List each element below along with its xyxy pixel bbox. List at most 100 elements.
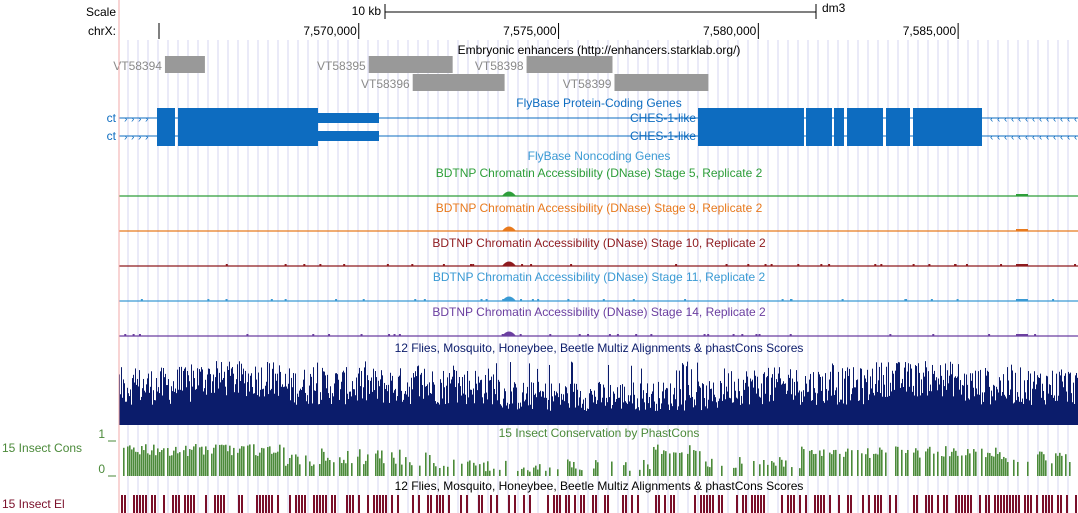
multiz-bar bbox=[573, 391, 574, 425]
protein-coding-track-title[interactable]: FlyBase Protein-Coding Genes bbox=[516, 96, 681, 110]
phastcons-bar bbox=[191, 449, 193, 476]
multiz-bar bbox=[339, 399, 340, 425]
multiz-bar bbox=[219, 372, 220, 425]
dnase-peak bbox=[1016, 194, 1028, 196]
multiz-bar bbox=[204, 388, 205, 425]
multiz-bar bbox=[429, 382, 430, 425]
multiz-signal[interactable] bbox=[119, 361, 1078, 425]
multiz-bar bbox=[572, 362, 573, 425]
phastcons-bar bbox=[279, 444, 281, 476]
multiz-bar bbox=[777, 382, 778, 425]
multiz-bar bbox=[1016, 400, 1017, 425]
phastcons-bar bbox=[313, 464, 315, 476]
conserved-element bbox=[514, 495, 516, 513]
elements-features[interactable] bbox=[121, 495, 1077, 513]
multiz-bar bbox=[545, 383, 546, 425]
gene-left-label-1[interactable]: ct bbox=[107, 111, 117, 125]
multiz-bar bbox=[717, 407, 718, 425]
strand-arrow: ‹ bbox=[1060, 114, 1063, 125]
enhancer-feature[interactable] bbox=[412, 74, 505, 91]
multiz-bar bbox=[1042, 383, 1043, 425]
multiz-bar bbox=[430, 393, 431, 425]
dnase-stage5-title[interactable]: BDTNP Chromatin Accessibility (DNase) St… bbox=[436, 166, 763, 180]
multiz-bar bbox=[233, 373, 234, 425]
multiz-bar bbox=[556, 391, 557, 425]
dnase-stage14-title[interactable]: BDTNP Chromatin Accessibility (DNase) St… bbox=[432, 305, 766, 319]
phastcons-bar bbox=[319, 464, 321, 476]
phastcons-bar bbox=[167, 448, 169, 476]
conserved-element bbox=[508, 495, 510, 513]
phastcons-bar bbox=[735, 467, 737, 476]
multiz-bar bbox=[254, 393, 255, 425]
phastcons-bar bbox=[311, 465, 313, 476]
phastcons-bar bbox=[287, 463, 289, 476]
enhancer-feature[interactable] bbox=[526, 56, 613, 73]
gene-features[interactable]: › › › › ‹ ‹ ‹ ‹ ‹ ‹ ‹ ‹ ‹ ‹ ‹ ‹ ‹› › › › ‹ ‹ ‹ ‹ ‹ ‹ ‹ ‹ ‹ ‹ ‹ ‹ ‹ bbox=[119, 108, 1078, 146]
multiz-bar bbox=[962, 384, 963, 425]
phastcons-signal[interactable] bbox=[123, 444, 1071, 476]
enhancer-feature[interactable] bbox=[614, 74, 709, 91]
phastcons-bar bbox=[1061, 455, 1063, 476]
multiz-bar bbox=[565, 386, 566, 425]
elements-side-label[interactable]: 15 Insect El bbox=[2, 497, 65, 511]
conserved-element bbox=[763, 495, 765, 513]
conserved-element bbox=[799, 495, 801, 513]
conserved-element bbox=[820, 495, 822, 513]
dnase-noise bbox=[502, 299, 505, 301]
multiz-bar bbox=[265, 385, 266, 425]
multiz-bar bbox=[992, 396, 993, 425]
phastcons-bar bbox=[545, 470, 547, 476]
multiz-bar bbox=[858, 400, 859, 425]
dnase-noise bbox=[635, 334, 638, 336]
enhancer-feature[interactable] bbox=[164, 56, 205, 73]
phastcons-bar bbox=[915, 448, 917, 476]
phastcons-track-title[interactable]: 15 Insect Conservation by PhastCons bbox=[499, 426, 700, 440]
elements-track-title[interactable]: 12 Flies, Mosquito, Honeybee, Beetle Mul… bbox=[395, 479, 804, 493]
phastcons-bar bbox=[661, 453, 663, 476]
phastcons-bar bbox=[521, 468, 523, 476]
dnase-stage9-title[interactable]: BDTNP Chromatin Accessibility (DNase) St… bbox=[436, 201, 763, 215]
conserved-element bbox=[133, 495, 135, 513]
multiz-bar bbox=[740, 404, 741, 425]
multiz-bar bbox=[419, 396, 420, 425]
dnase-noise bbox=[880, 264, 883, 266]
multiz-bar bbox=[298, 396, 299, 425]
dnase-stage10-title[interactable]: BDTNP Chromatin Accessibility (DNase) St… bbox=[432, 236, 766, 250]
gene-right-label-2[interactable]: CHES-1-like bbox=[630, 129, 696, 143]
multiz-bar bbox=[398, 376, 399, 425]
phastcons-side-label[interactable]: 15 Insect Cons bbox=[2, 441, 82, 455]
gene-left-label-2[interactable]: ct bbox=[107, 129, 117, 143]
strand-arrow: ‹ bbox=[1032, 132, 1035, 143]
multiz-bar bbox=[801, 391, 802, 425]
dnase-stage11-title[interactable]: BDTNP Chromatin Accessibility (DNase) St… bbox=[433, 270, 766, 284]
multiz-bar bbox=[855, 387, 856, 425]
conserved-element bbox=[319, 495, 321, 513]
phastcons-bar bbox=[1037, 454, 1039, 476]
multiz-bar bbox=[199, 369, 200, 425]
multiz-bar bbox=[533, 382, 534, 425]
phastcons-bar bbox=[901, 449, 903, 476]
multiz-bar bbox=[770, 394, 771, 425]
multiz-bar bbox=[879, 366, 880, 425]
multiz-bar bbox=[1013, 403, 1014, 425]
enhancers-track-title[interactable]: Embryonic enhancers (http://enhancers.st… bbox=[458, 43, 741, 57]
multiz-bar bbox=[910, 364, 911, 425]
multiz-bar bbox=[536, 397, 537, 425]
multiz-bar bbox=[684, 410, 685, 425]
multiz-bar bbox=[761, 383, 762, 425]
multiz-bar bbox=[123, 379, 124, 425]
conserved-element bbox=[754, 495, 756, 513]
conserved-element bbox=[346, 495, 348, 513]
enhancer-feature[interactable] bbox=[368, 56, 453, 73]
multiz-bar bbox=[324, 371, 325, 425]
multiz-track-title[interactable]: 12 Flies, Mosquito, Honeybee, Beetle Mul… bbox=[395, 341, 804, 355]
gene-right-label-1[interactable]: CHES-1-like bbox=[630, 111, 696, 125]
scale-label: Scale bbox=[86, 5, 116, 19]
dnase-tracks[interactable]: BDTNP Chromatin Accessibility (DNase) St… bbox=[119, 166, 1078, 337]
noncoding-track-title[interactable]: FlyBase Noncoding Genes bbox=[528, 149, 671, 163]
conserved-element bbox=[670, 495, 672, 513]
multiz-bar bbox=[158, 387, 159, 425]
